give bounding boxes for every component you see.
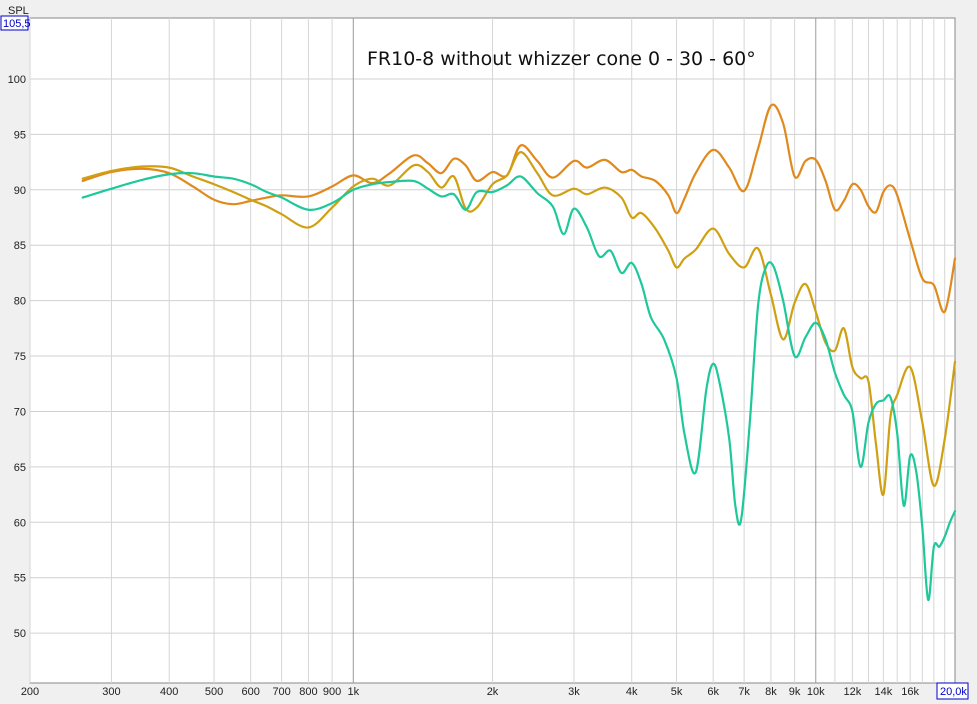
- x-tick-label: 3k: [568, 686, 580, 698]
- y-tick-label: 80: [14, 296, 26, 308]
- y-tick-label: 95: [14, 129, 26, 141]
- x-tick-label: 500: [205, 686, 223, 698]
- x-tick-label: 600: [241, 686, 259, 698]
- x-tick-label: 400: [160, 686, 178, 698]
- x-tick-label: 800: [299, 686, 317, 698]
- x-tick-label: 5k: [671, 686, 683, 698]
- y-tick-label: 50: [14, 628, 26, 640]
- y-tick-label: 60: [14, 517, 26, 529]
- y-tick-label: 55: [14, 573, 26, 585]
- x-tick-label: 4k: [626, 686, 638, 698]
- x-tick-label: 7k: [738, 686, 750, 698]
- x-tick-label: 14k: [874, 686, 892, 698]
- chart-title: FR10-8 without whizzer cone 0 - 30 - 60°: [367, 48, 756, 70]
- y-tick-label: 65: [14, 462, 26, 474]
- y-tick-label: 75: [14, 351, 26, 363]
- series-line-3: [81, 171, 957, 601]
- x-tick-labels: 200 300 400 500 600 700 800 900 1k 2k 3k 4k 5k 6k 7k 8k…: [21, 686, 920, 698]
- x-tick-label: 200: [21, 686, 39, 698]
- y-tick-label: 70: [14, 406, 26, 418]
- y-axis-label: SPL: [8, 5, 29, 17]
- x-tick-label: 16k: [901, 686, 919, 698]
- x-tick-label: 300: [102, 686, 120, 698]
- x-tick-label: 2k: [487, 686, 499, 698]
- x-tick-label: 6k: [707, 686, 719, 698]
- series-line-1: [81, 103, 957, 314]
- x-tick-label: 8k: [765, 686, 777, 698]
- y-tick-label: 85: [14, 240, 26, 252]
- x-end-value: 20,0k: [940, 686, 967, 698]
- grid: [29, 18, 955, 683]
- x-tick-label: 1k: [347, 686, 359, 698]
- y-tick-label: 100: [8, 74, 26, 86]
- series-line-2: [81, 151, 957, 496]
- x-tick-label: 9k: [789, 686, 801, 698]
- y-top-box: [0, 15, 29, 31]
- y-tick-label: 90: [14, 185, 26, 197]
- x-tick-label: 700: [272, 686, 290, 698]
- x-tick-label: 10k: [807, 686, 825, 698]
- x-tick-label: 12k: [844, 686, 862, 698]
- x-end-box[interactable]: [936, 682, 969, 700]
- x-tick-label: 900: [323, 686, 341, 698]
- curves: [81, 103, 957, 601]
- y-tick-labels: 100 95 90 85 80 75 70 65 60 55 50: [8, 74, 26, 640]
- y-top-value: 105,5: [3, 18, 31, 30]
